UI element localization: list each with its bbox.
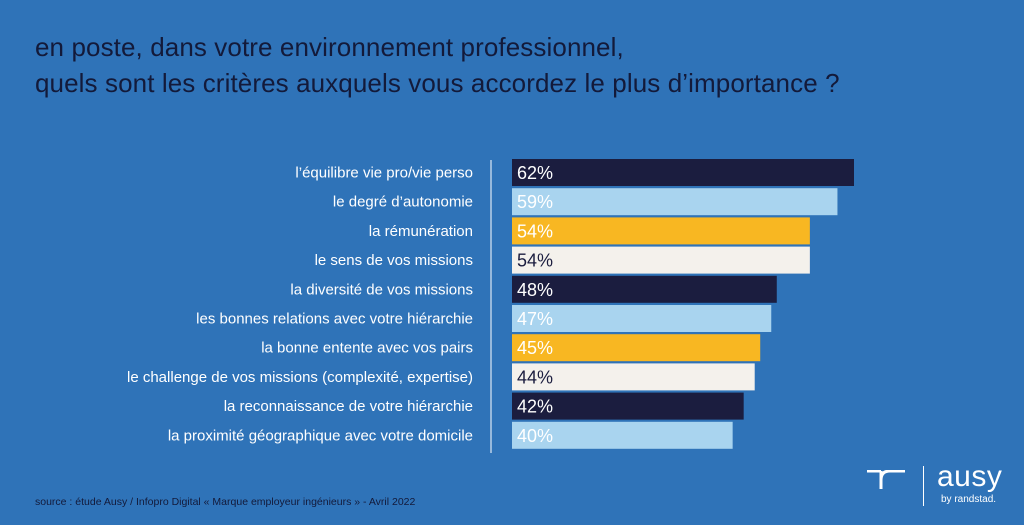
category-label: la rémunération	[369, 223, 473, 240]
randstad-logo-icon	[867, 470, 905, 489]
logo-divider	[923, 466, 924, 506]
bar	[512, 159, 854, 186]
chart-title-line-1: en poste, dans votre environnement profe…	[35, 32, 624, 62]
category-label: le challenge de vos missions (complexité…	[127, 369, 473, 386]
source-note: source : étude Ausy / Infopro Digital « …	[35, 496, 416, 508]
brand-name: ausy	[937, 460, 1003, 493]
brand-subtitle: by randstad.	[941, 494, 997, 505]
value-label: 54%	[517, 221, 553, 241]
value-label: 62%	[517, 163, 553, 183]
bar	[512, 392, 744, 420]
category-label: la diversité de vos missions	[290, 281, 473, 298]
category-label: la bonne entente avec vos pairs	[261, 340, 473, 357]
value-label: 54%	[517, 251, 553, 271]
value-label: 59%	[517, 192, 553, 212]
category-label: la proximité géographique avec votre dom…	[168, 427, 473, 444]
value-label: 47%	[517, 309, 553, 329]
bar	[512, 217, 810, 245]
bar	[512, 246, 810, 274]
value-label: 42%	[517, 397, 553, 417]
chart-title-line-2: quels sont les critères auxquels vous ac…	[35, 68, 840, 98]
category-label: la reconnaissance de votre hiérarchie	[224, 398, 473, 415]
category-label: le sens de vos missions	[315, 252, 473, 269]
value-label: 45%	[517, 338, 553, 358]
category-label: l’équilibre vie pro/vie perso	[295, 165, 473, 182]
category-label: le degré d’autonomie	[333, 194, 473, 211]
bar	[512, 421, 733, 449]
value-label: 40%	[517, 426, 553, 446]
category-label: les bonnes relations avec votre hiérarch…	[196, 311, 473, 328]
value-label: 48%	[517, 280, 553, 300]
bar	[512, 305, 772, 332]
bar	[512, 363, 755, 391]
bar	[512, 188, 838, 216]
bar	[512, 275, 777, 303]
bar	[512, 334, 761, 362]
value-label: 44%	[517, 367, 553, 387]
